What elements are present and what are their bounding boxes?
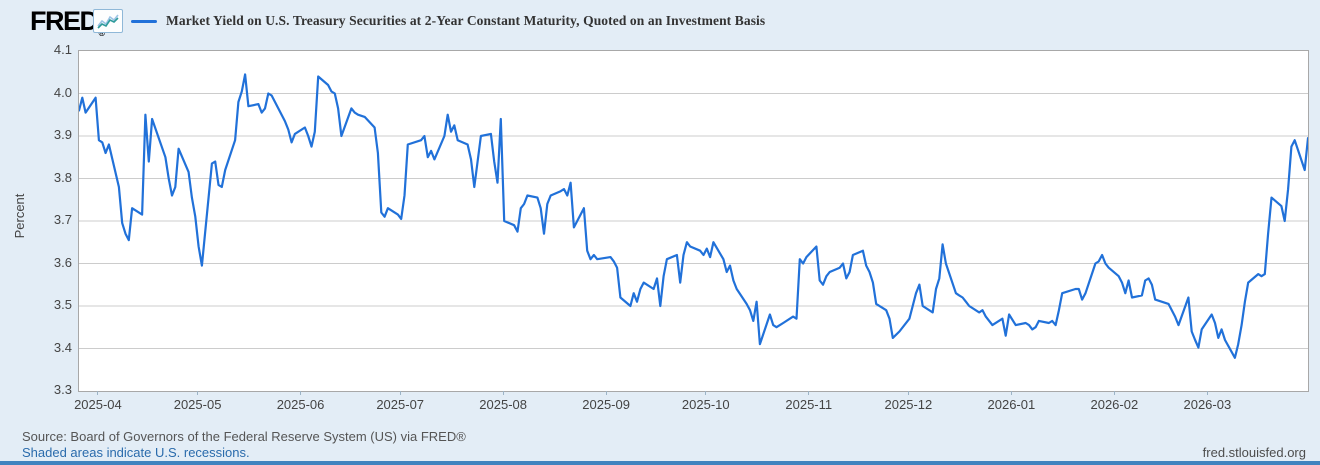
y-axis-title: Percent	[12, 193, 27, 239]
bottom-accent-bar	[0, 461, 1320, 465]
x-tick-label: 2025-11	[785, 397, 833, 412]
y-tick-label: 3.3	[53, 382, 72, 397]
sparkline-chart-icon	[93, 9, 123, 33]
y-tick-label: 4.1	[53, 42, 72, 57]
x-tick-mark	[907, 391, 909, 395]
x-tick-label: 2025-06	[276, 397, 325, 412]
x-tick-label: 2025-04	[74, 397, 122, 412]
y-tick-label: 3.7	[53, 212, 72, 227]
x-tick-mark	[399, 391, 401, 395]
x-tick-label: 2026-03	[1183, 397, 1232, 412]
x-tick-mark	[197, 391, 199, 395]
x-tick-mark	[1010, 391, 1012, 395]
series-line	[79, 73, 1308, 359]
series-title: Market Yield on U.S. Treasury Securities…	[166, 13, 766, 28]
x-tick-label: 2025-10	[681, 397, 730, 412]
source-text: Source: Board of Governors of the Federa…	[22, 429, 466, 444]
x-tick-mark	[1206, 391, 1208, 395]
x-tick-mark	[502, 391, 504, 395]
x-tick-mark	[808, 391, 810, 395]
x-tick-label: 2025-12	[884, 397, 933, 412]
y-tick-label: 3.5	[53, 297, 72, 312]
y-tick-label: 3.9	[53, 127, 72, 142]
x-tick-label: 2026-02	[1090, 397, 1139, 412]
x-tick-mark	[300, 391, 302, 395]
series-color-swatch	[131, 19, 157, 23]
y-tick-label: 3.8	[53, 169, 72, 185]
fred-logo-text: FRED	[30, 6, 99, 36]
y-tick-label: 3.6	[53, 254, 72, 270]
recessions-note-link[interactable]: Shaded areas indicate U.S. recessions.	[22, 445, 250, 460]
x-tick-mark	[97, 391, 99, 395]
x-tick-mark	[1113, 391, 1115, 395]
site-link[interactable]: fred.stlouisfed.org	[1202, 445, 1306, 460]
x-tick-mark	[605, 391, 607, 395]
x-tick-label: 2025-05	[173, 397, 222, 412]
y-tick-label: 4.0	[53, 84, 72, 100]
y-tick-label: 3.4	[53, 339, 72, 355]
registered-mark: ®	[98, 28, 106, 38]
x-tick-label: 2025-09	[582, 397, 630, 412]
x-tick-label: 2025-07	[376, 397, 425, 412]
x-tick-mark	[705, 391, 707, 395]
x-tick-label: 2026-01	[987, 397, 1036, 412]
fred-logo[interactable]: FRED®	[30, 6, 105, 38]
x-tick-label: 2025-08	[479, 397, 528, 412]
plot-area[interactable]	[78, 50, 1309, 392]
legend: Market Yield on U.S. Treasury Securities…	[131, 13, 765, 29]
